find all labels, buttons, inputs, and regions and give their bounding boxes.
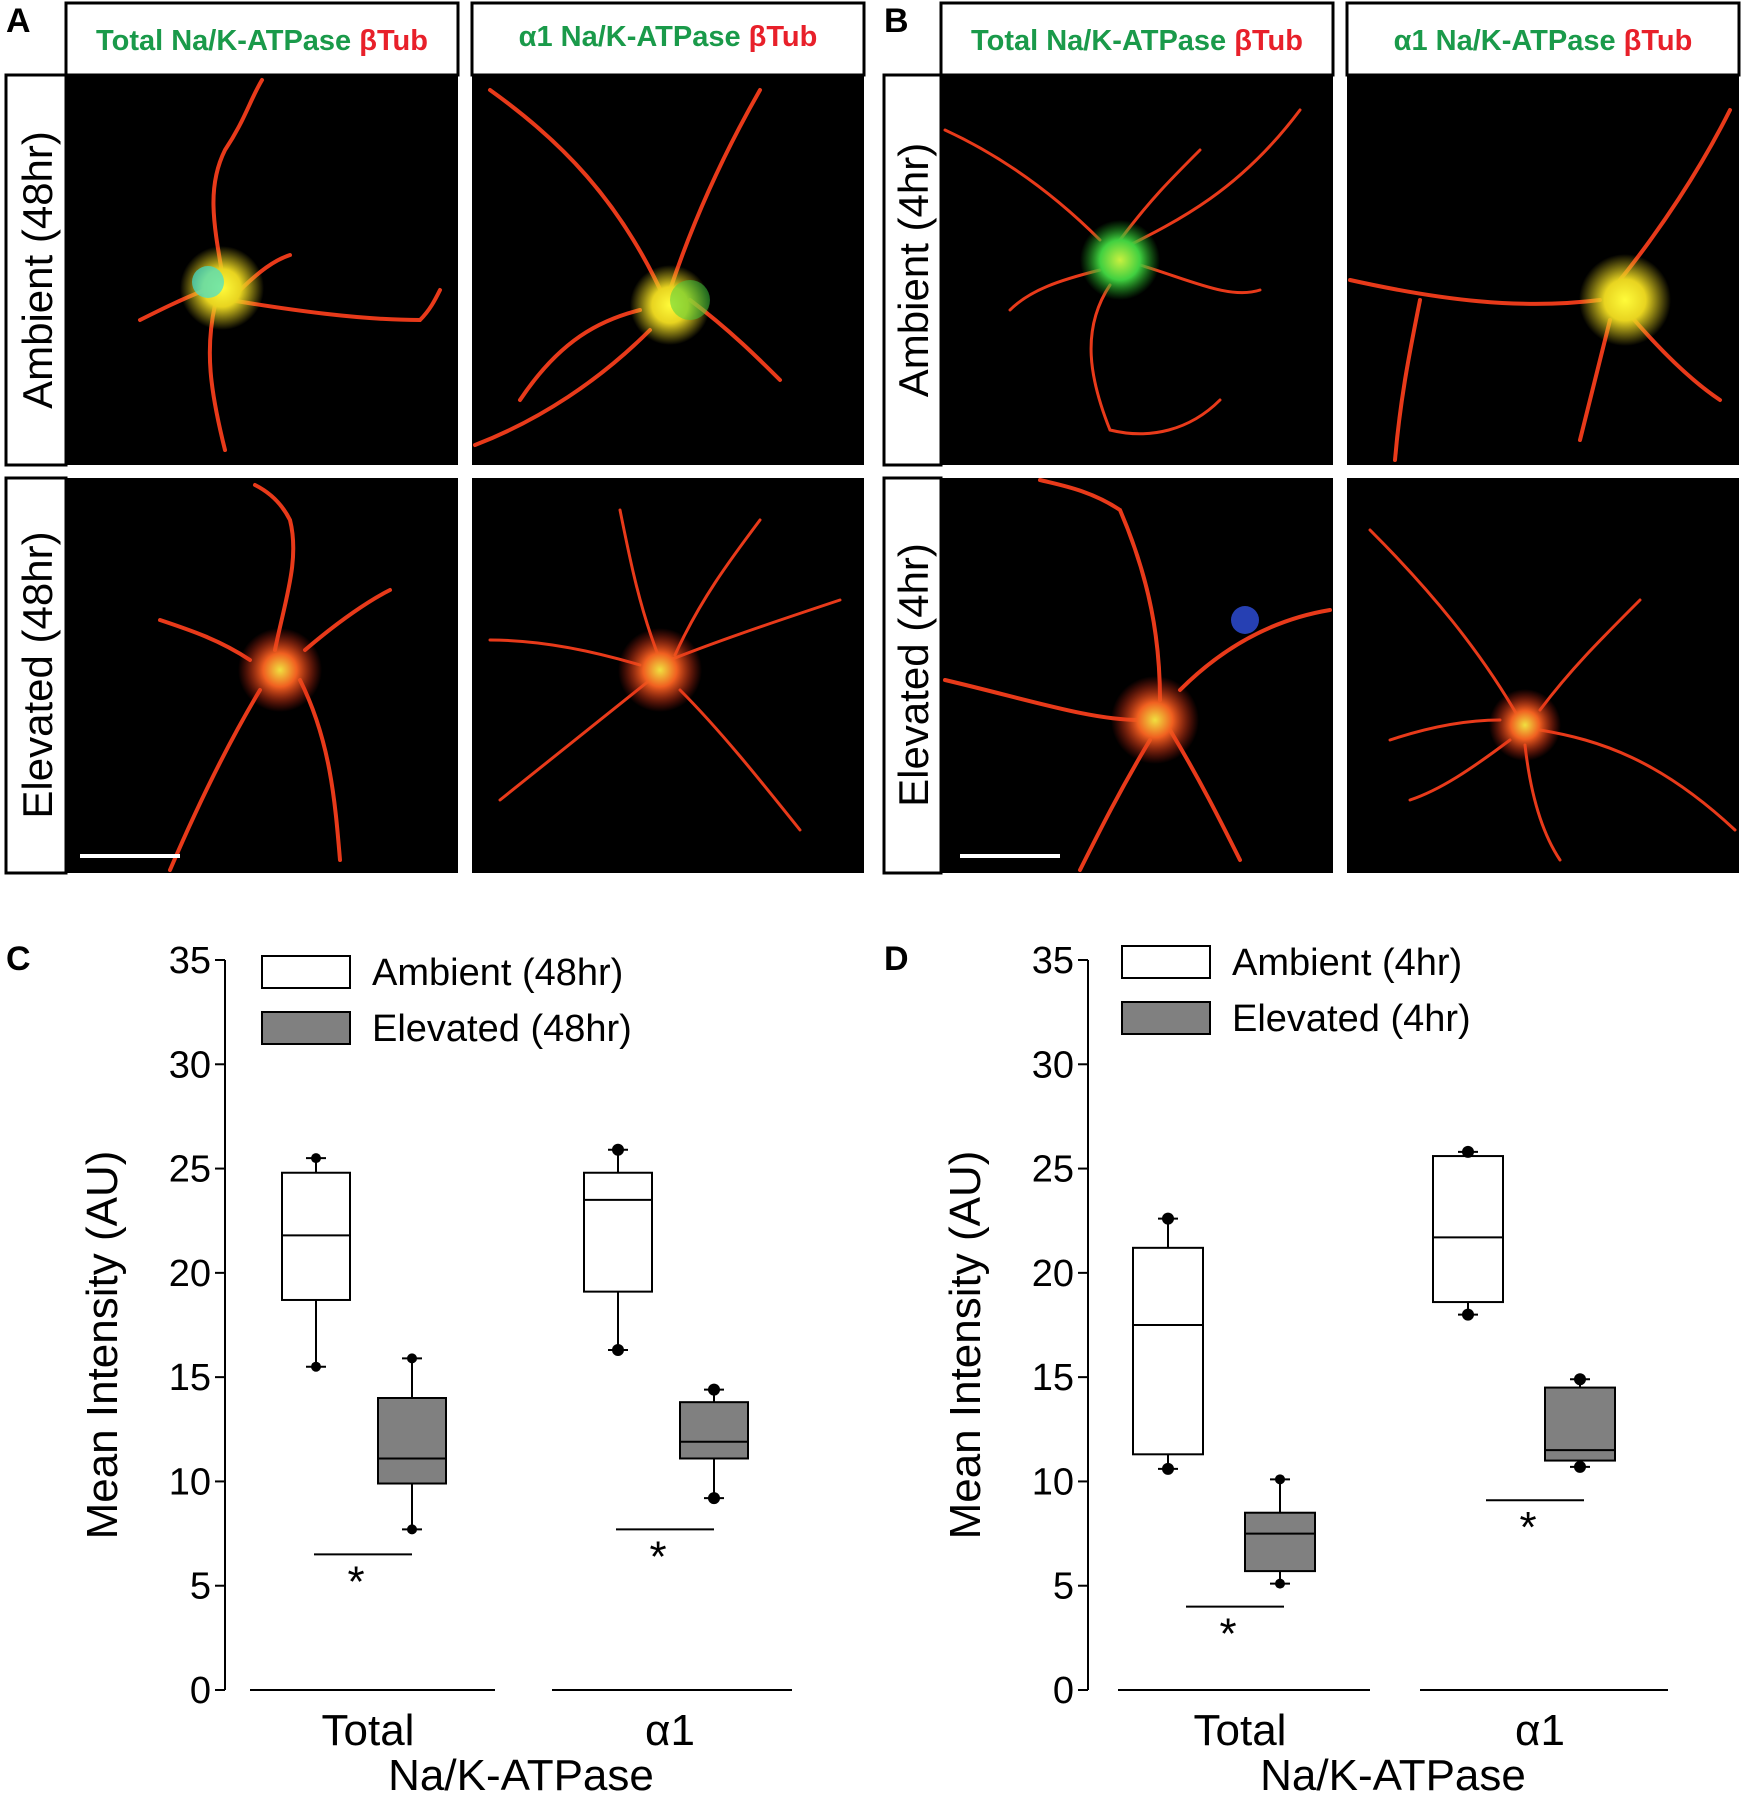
x-category-label: α1 <box>645 1706 695 1755</box>
whisker-end-point <box>1463 1309 1473 1320</box>
box-iqr <box>583 1171 653 1293</box>
whisker-end-point <box>613 1144 623 1155</box>
micrograph-image <box>472 75 864 465</box>
panel-letter-a: A <box>6 2 31 40</box>
col-header-box <box>470 1 866 77</box>
whisker-end-point <box>1275 1578 1285 1589</box>
whisker-end-point <box>1163 1463 1173 1474</box>
y-tick-label: 5 <box>1053 1566 1074 1608</box>
whisker-end-point <box>613 1345 623 1356</box>
box-iqr <box>679 1401 749 1460</box>
legend-swatch <box>1121 945 1211 979</box>
col-header-label: Total Na/K-ATPase βTub <box>96 25 428 57</box>
y-tick-label: 25 <box>169 1149 211 1191</box>
y-tick-label: 20 <box>1032 1253 1074 1295</box>
box-ambient <box>1432 1145 1504 1321</box>
col-header-box <box>1345 1 1741 77</box>
box-ambient <box>1132 1212 1204 1475</box>
y-tick-label: 15 <box>1032 1357 1074 1399</box>
legend-swatch <box>261 955 351 989</box>
x-axis-label: Na/K-ATPase <box>1260 1751 1526 1794</box>
micrograph-image <box>472 478 864 873</box>
y-axis-label: Mean Intensity (AU) <box>941 1151 990 1540</box>
micrograph-image <box>66 478 458 873</box>
chart-d: D 0 5 10 15 20 25 30 35 Mean Intensity (AU) Total α… <box>884 940 1668 1794</box>
box-iqr <box>1244 1511 1316 1573</box>
whisker-end-point <box>311 1153 321 1164</box>
whisker-end-point <box>1463 1146 1473 1157</box>
micrograph-image <box>1347 478 1739 873</box>
col-header-box <box>64 1 460 77</box>
box-iqr <box>377 1397 447 1485</box>
panel-letter: C <box>6 940 31 978</box>
whisker-end-point <box>1575 1461 1585 1472</box>
chart-c: C 0 5 10 15 20 25 30 35 Mean Intensity (AU) Total α… <box>6 940 792 1794</box>
row-header-box <box>4 73 68 467</box>
box-elevated <box>1244 1474 1316 1589</box>
y-tick-label: 0 <box>190 1670 211 1712</box>
box-elevated <box>1544 1373 1616 1473</box>
col-header-label: α1 Na/K-ATPase βTub <box>519 21 818 53</box>
whisker-end-point <box>407 1524 417 1535</box>
panel-letter: D <box>884 940 909 978</box>
row-label-elevated: Elevated (4hr) <box>890 543 937 807</box>
y-tick-label: 10 <box>169 1461 211 1503</box>
row-label-ambient: Ambient (4hr) <box>890 143 937 397</box>
col-header-label: α1 Na/K-ATPase βTub <box>1394 25 1693 57</box>
x-category-label: Total <box>1194 1706 1287 1755</box>
box-ambient <box>583 1143 653 1357</box>
panel-a: A Total Na/K-ATPase βTub α1 Na/K-ATPase … <box>4 1 866 875</box>
y-tick-label: 5 <box>190 1566 211 1608</box>
whisker-end-point <box>311 1361 321 1372</box>
legend-swatch <box>261 1011 351 1045</box>
y-axis-label: Mean Intensity (AU) <box>78 1151 127 1540</box>
whisker-end-point <box>1575 1374 1585 1385</box>
y-tick-label: 30 <box>169 1044 211 1086</box>
legend-label: Elevated (48hr) <box>372 1008 632 1050</box>
y-tick-label: 0 <box>1053 1670 1074 1712</box>
y-tick-label: 15 <box>169 1357 211 1399</box>
box-iqr <box>1544 1386 1616 1462</box>
significance-star: * <box>1219 1610 1236 1659</box>
box-iqr <box>281 1171 351 1301</box>
legend-label: Elevated (4hr) <box>1232 998 1471 1040</box>
row-header-box <box>882 476 943 875</box>
whisker-end-point <box>709 1384 719 1395</box>
whisker-end-point <box>407 1353 417 1364</box>
panel-letter-b: B <box>884 2 909 40</box>
y-tick-label: 10 <box>1032 1461 1074 1503</box>
x-category-label: Total <box>322 1706 415 1755</box>
box-elevated <box>377 1353 447 1535</box>
whisker-end-point <box>709 1493 719 1504</box>
y-tick-label: 35 <box>169 940 211 982</box>
whisker-end-point <box>1163 1213 1173 1224</box>
micrograph-image <box>941 478 1333 873</box>
x-category-label: α1 <box>1515 1706 1565 1755</box>
box-iqr <box>1132 1246 1204 1456</box>
legend-swatch <box>1121 1001 1211 1035</box>
row-label-elevated: Elevated (48hr) <box>14 531 61 818</box>
significance-star: * <box>1519 1503 1536 1552</box>
legend-label: Ambient (48hr) <box>372 952 623 994</box>
whisker-end-point <box>1275 1474 1285 1485</box>
box-ambient <box>281 1153 351 1372</box>
micrograph-image <box>1347 75 1739 465</box>
box-elevated <box>679 1383 749 1505</box>
micrograph-image <box>66 75 458 465</box>
box-iqr <box>1432 1155 1504 1304</box>
y-tick-label: 35 <box>1032 940 1074 982</box>
x-axis-label: Na/K-ATPase <box>388 1751 654 1794</box>
row-label-ambient: Ambient (48hr) <box>14 131 61 409</box>
y-tick-label: 30 <box>1032 1044 1074 1086</box>
significance-star: * <box>347 1557 364 1606</box>
y-tick-label: 25 <box>1032 1149 1074 1191</box>
panel-b: B Total Na/K-ATPase βTub α1 Na/K-ATPase … <box>882 1 1741 875</box>
y-tick-label: 20 <box>169 1253 211 1295</box>
legend-label: Ambient (4hr) <box>1232 942 1462 984</box>
col-header-label: Total Na/K-ATPase βTub <box>971 25 1303 57</box>
significance-star: * <box>649 1532 666 1581</box>
micrograph-image <box>941 75 1333 465</box>
